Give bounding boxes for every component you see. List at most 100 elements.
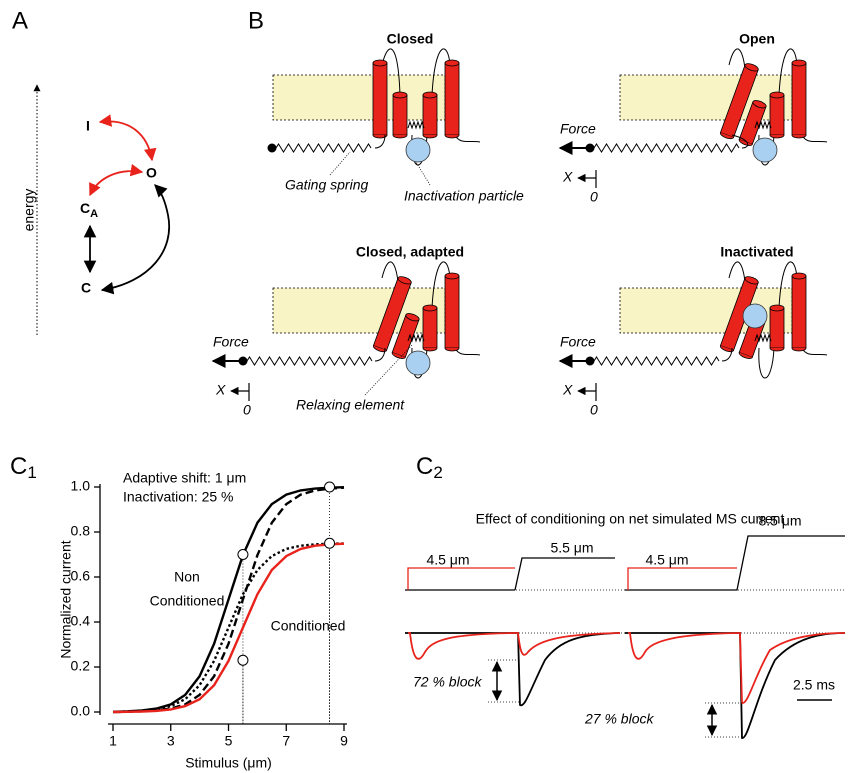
x-axis-label: Stimulus (μm) bbox=[185, 755, 272, 771]
helix-top bbox=[422, 91, 438, 99]
helix bbox=[372, 276, 412, 353]
state-label: I bbox=[86, 118, 90, 134]
helix-base bbox=[373, 345, 387, 353]
helix bbox=[791, 272, 807, 352]
relaxing-element bbox=[754, 120, 772, 130]
scale-label: 2.5 ms bbox=[793, 677, 835, 693]
leader bbox=[364, 344, 413, 396]
arrow-i-o bbox=[98, 114, 157, 162]
helix bbox=[444, 272, 460, 352]
annotation: Conditioned bbox=[150, 593, 225, 609]
annotation: Adaptive shift: 1 μm bbox=[123, 470, 246, 486]
helix bbox=[719, 63, 759, 140]
helix bbox=[769, 91, 785, 139]
spring-anchor bbox=[238, 356, 248, 366]
marker bbox=[324, 481, 336, 493]
helix-top bbox=[769, 304, 785, 312]
helix-body bbox=[444, 275, 460, 349]
linker bbox=[721, 347, 733, 362]
state-title: Closed, adapted bbox=[356, 244, 464, 260]
helix-top bbox=[444, 59, 460, 67]
helix-body bbox=[769, 307, 785, 349]
state-title: Open bbox=[739, 31, 775, 47]
helix-body bbox=[791, 275, 807, 349]
helix-top bbox=[397, 276, 412, 285]
current-trace bbox=[408, 632, 621, 660]
helix-top bbox=[769, 91, 785, 99]
helix-top bbox=[372, 59, 388, 67]
x-tick-label: 5 bbox=[225, 733, 233, 749]
helix-top bbox=[752, 100, 767, 109]
block-guide bbox=[488, 659, 742, 738]
marker bbox=[237, 549, 249, 560]
gating-spring bbox=[246, 356, 373, 366]
loop bbox=[728, 261, 828, 379]
annotation: Non bbox=[174, 569, 200, 585]
linker bbox=[374, 134, 386, 149]
annotation: Inactivation: 25 % bbox=[123, 489, 234, 505]
state-label: C bbox=[81, 280, 91, 296]
helix bbox=[738, 100, 767, 146]
membrane bbox=[619, 74, 793, 121]
panel-label-main: C bbox=[416, 453, 433, 480]
helix-body bbox=[422, 94, 438, 136]
helix-base bbox=[720, 132, 734, 140]
stimulus-trace bbox=[405, 557, 615, 591]
x-label: X bbox=[562, 169, 573, 185]
stimulus-trace bbox=[627, 567, 737, 590]
step-label: 8.5 μm bbox=[758, 513, 801, 529]
step-label: 4.5 μm bbox=[426, 552, 469, 568]
x-tick-label: 7 bbox=[282, 733, 290, 749]
linker bbox=[731, 134, 749, 149]
relaxing-element bbox=[407, 120, 425, 130]
helix-base bbox=[444, 134, 460, 139]
helix-body bbox=[372, 62, 388, 136]
curve bbox=[112, 486, 345, 713]
x-label: X bbox=[562, 382, 573, 398]
curve bbox=[112, 542, 345, 714]
loop bbox=[728, 48, 828, 166]
helix-base bbox=[392, 134, 408, 139]
helix-body bbox=[769, 94, 785, 136]
inactivation-particle bbox=[752, 137, 778, 163]
helix-top bbox=[444, 272, 460, 280]
state-title: Inactivated bbox=[720, 244, 793, 260]
zero-label: 0 bbox=[590, 189, 598, 205]
state-label-sub: A bbox=[90, 208, 98, 220]
stimulus-trace bbox=[625, 535, 845, 591]
arrow-o-ca bbox=[89, 163, 144, 197]
y-axis-label: Normalized current bbox=[58, 540, 74, 658]
helix-top bbox=[791, 59, 807, 67]
zero-label: 0 bbox=[243, 402, 251, 418]
y-tick-label: 0.8 bbox=[71, 523, 91, 539]
force-label: Force bbox=[213, 334, 249, 350]
step-label: 4.5 μm bbox=[645, 552, 688, 568]
helix bbox=[391, 313, 420, 359]
x-label: X bbox=[215, 382, 226, 398]
helix-base bbox=[720, 345, 734, 353]
helix-base bbox=[444, 347, 460, 352]
helix-base bbox=[372, 134, 388, 139]
annotation: Conditioned bbox=[271, 618, 346, 634]
step-label: 5.5 μm bbox=[550, 540, 593, 556]
gating-spring bbox=[593, 143, 740, 153]
x-tick-label: 9 bbox=[340, 733, 348, 749]
y-tick-label: 0.6 bbox=[71, 568, 91, 584]
annotation: Relaxing element bbox=[296, 397, 405, 413]
relaxing-element bbox=[754, 333, 772, 343]
current-trace bbox=[405, 632, 621, 707]
helix-top bbox=[405, 313, 420, 322]
marker bbox=[237, 654, 249, 666]
helix bbox=[392, 91, 408, 139]
arrow-c-o bbox=[100, 184, 170, 295]
helix-top bbox=[744, 63, 759, 72]
helix bbox=[444, 59, 460, 139]
helix-base bbox=[791, 347, 807, 352]
annotation: Gating spring bbox=[285, 177, 368, 193]
state-label-main: C bbox=[80, 200, 90, 216]
panel-label-sub: 1 bbox=[27, 463, 36, 482]
inactivation-particle bbox=[405, 137, 431, 163]
inactivation-particle bbox=[405, 350, 431, 376]
stimulus-trace bbox=[407, 567, 515, 590]
